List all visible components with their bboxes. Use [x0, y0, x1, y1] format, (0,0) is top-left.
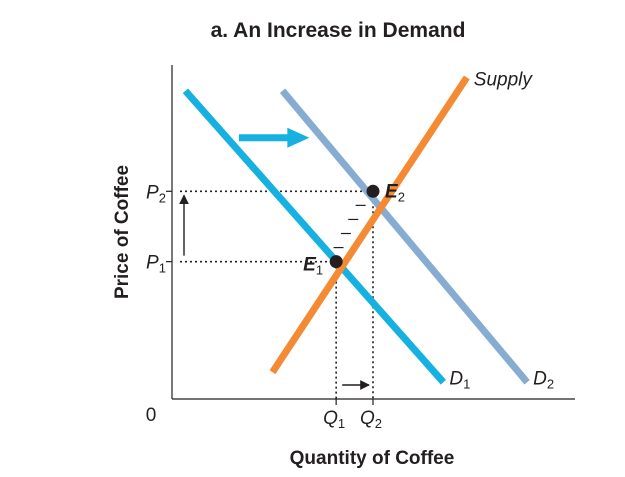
price-tick-label-2: P2: [146, 182, 166, 205]
equilibrium-point-2: [366, 184, 380, 198]
supply-label: Supply: [474, 69, 534, 90]
x-axis-title: Quantity of Coffee: [290, 448, 455, 469]
curve-d1: [182, 88, 446, 385]
price-tick-label-1: P1: [146, 253, 166, 276]
origin-label: 0: [146, 405, 157, 426]
quantity-tick-label-1: Q1: [323, 408, 345, 431]
equilibrium-label-1: E1: [303, 255, 323, 278]
demand-shift-arrow-head: [287, 127, 310, 148]
chart-title: a. An Increase in Demand: [211, 19, 466, 42]
y-axis-title: Price of Coffee: [112, 165, 133, 299]
demand-label-2: D2: [533, 368, 554, 391]
equilibrium-point-1: [329, 255, 343, 269]
quantity-tick-label-2: Q2: [360, 408, 382, 431]
equilibrium-label-2: E2: [385, 181, 405, 204]
demand-label-1: D1: [449, 368, 470, 391]
curve-supply: [269, 75, 470, 375]
curve-d2: [279, 88, 530, 385]
